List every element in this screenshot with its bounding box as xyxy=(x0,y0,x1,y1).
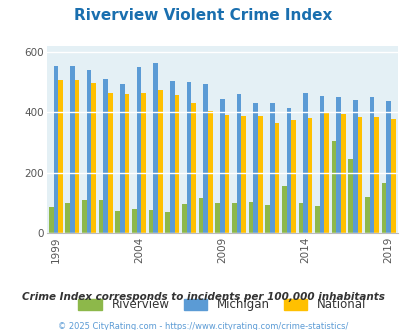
Bar xyxy=(347,159,352,233)
Bar xyxy=(220,99,224,233)
Bar xyxy=(203,84,207,233)
Bar xyxy=(132,209,136,233)
Bar xyxy=(198,198,203,233)
Bar xyxy=(53,66,58,233)
Bar xyxy=(165,212,170,233)
Legend: Riverview, Michigan, National: Riverview, Michigan, National xyxy=(78,298,365,311)
Bar xyxy=(170,81,174,233)
Bar xyxy=(298,203,303,233)
Bar xyxy=(174,95,179,233)
Bar xyxy=(319,96,324,233)
Bar xyxy=(136,67,141,233)
Bar xyxy=(103,79,108,233)
Bar xyxy=(364,197,369,233)
Bar xyxy=(286,108,290,233)
Bar xyxy=(248,202,253,233)
Bar xyxy=(357,117,362,233)
Text: Crime Index corresponds to incidents per 100,000 inhabitants: Crime Index corresponds to incidents per… xyxy=(21,292,384,302)
Bar xyxy=(207,111,212,233)
Bar xyxy=(91,83,96,233)
Bar xyxy=(120,84,124,233)
Bar xyxy=(336,97,340,233)
Bar xyxy=(386,101,390,233)
Bar xyxy=(253,103,257,233)
Bar xyxy=(108,93,113,233)
Bar xyxy=(314,206,319,233)
Bar xyxy=(324,112,328,233)
Bar xyxy=(191,103,196,233)
Bar xyxy=(115,211,120,233)
Bar xyxy=(58,80,63,233)
Bar xyxy=(70,66,75,233)
Bar xyxy=(290,120,295,233)
Bar xyxy=(231,203,236,233)
Bar xyxy=(186,82,191,233)
Bar xyxy=(369,97,373,233)
Bar xyxy=(303,93,307,233)
Bar xyxy=(307,118,312,233)
Bar xyxy=(381,183,386,233)
Bar xyxy=(158,90,162,233)
Bar xyxy=(141,93,146,233)
Bar xyxy=(181,204,186,233)
Text: Riverview Violent Crime Index: Riverview Violent Crime Index xyxy=(74,8,331,23)
Bar xyxy=(87,70,91,233)
Bar xyxy=(257,116,262,233)
Bar xyxy=(49,207,53,233)
Bar xyxy=(82,200,87,233)
Text: © 2025 CityRating.com - https://www.cityrating.com/crime-statistics/: © 2025 CityRating.com - https://www.city… xyxy=(58,322,347,330)
Bar xyxy=(98,200,103,233)
Bar xyxy=(241,116,245,233)
Bar xyxy=(390,119,395,233)
Bar xyxy=(236,94,241,233)
Bar xyxy=(215,203,220,233)
Bar xyxy=(373,117,378,233)
Bar xyxy=(340,114,345,233)
Bar xyxy=(274,123,279,233)
Bar xyxy=(124,94,129,233)
Bar xyxy=(331,141,336,233)
Bar xyxy=(269,103,274,233)
Bar xyxy=(75,80,79,233)
Bar xyxy=(352,100,357,233)
Bar xyxy=(148,211,153,233)
Bar xyxy=(281,186,286,233)
Bar xyxy=(264,205,269,233)
Bar xyxy=(153,63,158,233)
Bar xyxy=(224,115,229,233)
Bar xyxy=(65,204,70,233)
